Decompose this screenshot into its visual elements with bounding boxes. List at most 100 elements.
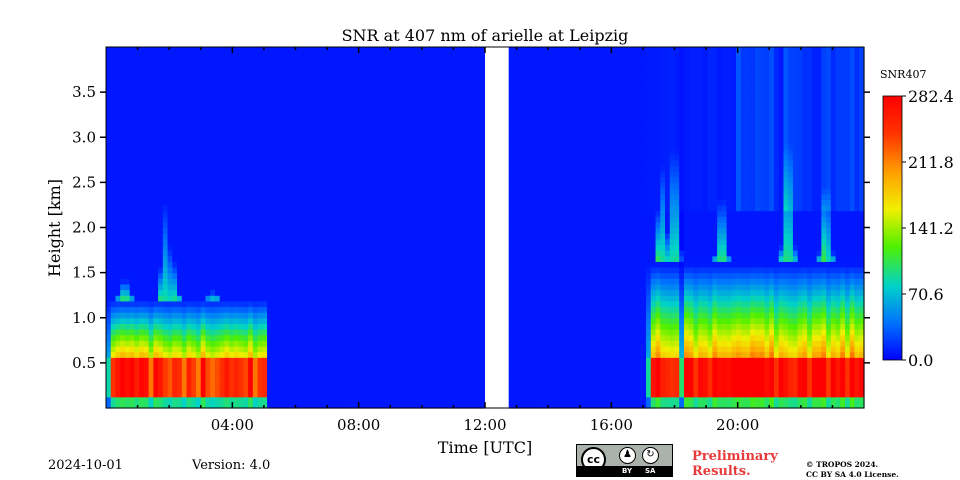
heatmap-cell [413,278,420,285]
heatmap-cell [461,368,467,375]
heatmap-cell [357,345,363,353]
heatmap-cell [172,69,178,76]
heatmap-cell [319,125,325,133]
heatmap-cell [271,63,278,71]
heatmap-cell [224,210,230,217]
heatmap-cell [399,131,406,138]
heatmap-cell [451,244,458,251]
heatmap-cell [409,402,415,409]
heatmap-cell [447,216,453,223]
heatmap-cell [115,238,121,246]
heatmap-cell [380,176,387,183]
heatmap-cell [281,391,287,398]
heatmap-cell [423,109,429,116]
heatmap-cell [309,261,316,268]
heatmap-cell [394,131,401,138]
heatmap-cell [139,283,145,291]
heatmap-cell [357,58,363,65]
heatmap-cell [120,86,126,93]
heatmap-cell [361,58,368,65]
heatmap-cell [252,137,259,144]
heatmap-cell [376,188,382,195]
heatmap-cell [139,351,145,358]
heatmap-cell [177,351,183,358]
heatmap-cell [276,334,282,341]
heatmap-cell [418,193,425,200]
heatmap-cell [200,142,207,150]
heatmap-cell [309,171,316,178]
heatmap-cell [205,379,211,387]
heatmap-cell [470,255,477,262]
heatmap-cell [432,357,439,364]
heatmap-cell [361,312,368,319]
heatmap-cell [214,92,221,99]
heatmap-cell [238,278,244,285]
heatmap-cell [347,97,353,105]
heatmap-cell [319,131,325,138]
heatmap-cell [286,368,292,375]
heatmap-cell [432,69,439,76]
heatmap-cell [470,103,477,110]
heatmap-cell [394,385,401,392]
heatmap-cell [143,176,150,183]
heatmap-cell [357,244,363,251]
heatmap-cell [129,92,136,99]
heatmap-cell [295,171,301,178]
heatmap-cell [376,58,382,65]
heatmap-cell [319,391,325,398]
heatmap-cell [286,58,292,65]
heatmap-cell [200,244,207,251]
heatmap-cell [233,334,240,341]
heatmap-cell [158,75,164,82]
heatmap-cell [413,221,420,229]
heatmap-cell [276,278,282,285]
heatmap-cell [162,300,169,308]
heatmap-cell [219,368,226,375]
heatmap-cell [267,86,273,93]
heatmap-cell [442,289,448,296]
heatmap-cell [238,58,244,65]
heatmap-cell [333,227,339,234]
heatmap-cell [309,233,316,240]
heatmap-cell [304,379,311,387]
heatmap-cell [470,289,477,296]
heatmap-cell [200,289,207,296]
heatmap-cell [124,154,131,161]
heatmap-cell [120,69,126,76]
heatmap-cell [432,334,439,341]
heatmap-cell [385,345,391,353]
heatmap-cell [257,69,263,76]
heatmap-cell [219,300,226,308]
heatmap-cell [366,204,372,212]
heatmap-cell [394,351,401,358]
heatmap-cell [233,266,240,274]
heatmap-cell [148,165,154,172]
heatmap-cell [210,199,216,206]
heatmap-cell [338,295,344,302]
heatmap-cell [470,396,477,403]
heatmap-cell [200,58,207,65]
heatmap-cell [319,204,325,212]
heatmap-cell [290,148,297,155]
heatmap-cell [177,221,183,229]
heatmap-cell [328,120,334,127]
heatmap-cell [205,233,211,240]
heatmap-cell [413,329,420,336]
heatmap-cell [196,188,202,195]
heatmap-cell [290,103,297,110]
heatmap-cell [309,323,316,330]
heatmap-cell [447,182,453,189]
heatmap-cell [219,176,226,183]
heatmap-cell [304,402,311,409]
heatmap-cell [300,233,306,240]
heatmap-cell [205,188,211,195]
heatmap-cell [115,199,121,206]
heatmap-cell [267,402,273,409]
heatmap-cell [323,244,330,251]
heatmap-cell [314,69,320,76]
heatmap-cell [115,374,121,381]
heatmap-cell [233,204,240,212]
heatmap-cell [319,193,325,200]
heatmap-cell [158,261,164,268]
heatmap-cell [248,165,254,172]
